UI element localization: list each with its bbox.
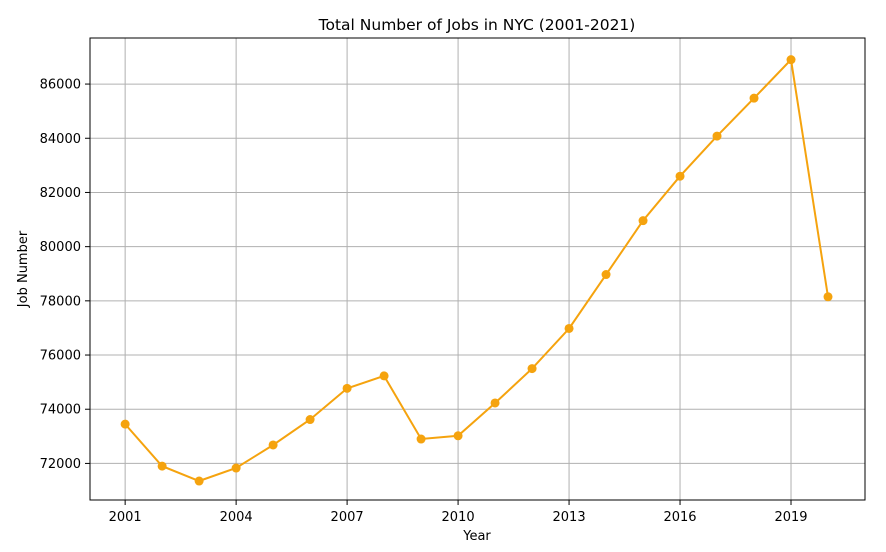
data-point: [305, 415, 315, 425]
y-tick-label: 76000: [40, 349, 81, 364]
x-tick-label: 2004: [220, 510, 253, 525]
data-point: [342, 383, 352, 393]
data-point: [564, 323, 574, 333]
grid-lines: [90, 38, 865, 500]
data-point: [268, 440, 278, 450]
x-tick-label: 2007: [331, 510, 364, 525]
data-point: [379, 371, 389, 381]
x-tick-label: 2013: [553, 510, 586, 525]
x-tick-label: 2010: [442, 510, 475, 525]
data-point: [675, 171, 685, 181]
y-tick-label: 86000: [40, 78, 81, 93]
chart-title: Total Number of Jobs in NYC (2001-2021): [318, 16, 636, 34]
data-point: [231, 463, 241, 473]
y-axis-label: Job Number: [16, 230, 31, 308]
data-point: [490, 398, 500, 408]
data-point: [749, 93, 759, 103]
series-line: [124, 57, 829, 483]
y-tick-label: 84000: [40, 132, 81, 147]
data-point: [786, 55, 796, 65]
data-point: [601, 270, 611, 280]
y-tick-label: 74000: [40, 403, 81, 418]
x-tick-label: 2019: [774, 510, 807, 525]
y-tick-label: 78000: [40, 294, 81, 309]
axis-layer: 2001 2004 2007 2010 2013 2016 2019 72000 74000 76…: [40, 78, 808, 525]
x-tick-label: 2001: [109, 510, 142, 525]
data-point: [638, 216, 648, 226]
data-point: [453, 431, 463, 441]
data-point: [120, 419, 130, 429]
y-tick-label: 82000: [40, 186, 81, 201]
data-point: [712, 131, 722, 141]
data-point: [194, 476, 204, 486]
y-tick-label: 80000: [40, 240, 81, 255]
data-point: [823, 292, 833, 302]
y-tick-label: 72000: [40, 457, 81, 472]
data-point: [157, 461, 167, 471]
x-tick-label: 2016: [663, 510, 696, 525]
data-point: [527, 364, 537, 374]
plot-frame: [89, 37, 866, 501]
series-layer: [120, 55, 833, 486]
x-axis-label: Year: [462, 529, 491, 544]
data-point: [416, 434, 426, 444]
